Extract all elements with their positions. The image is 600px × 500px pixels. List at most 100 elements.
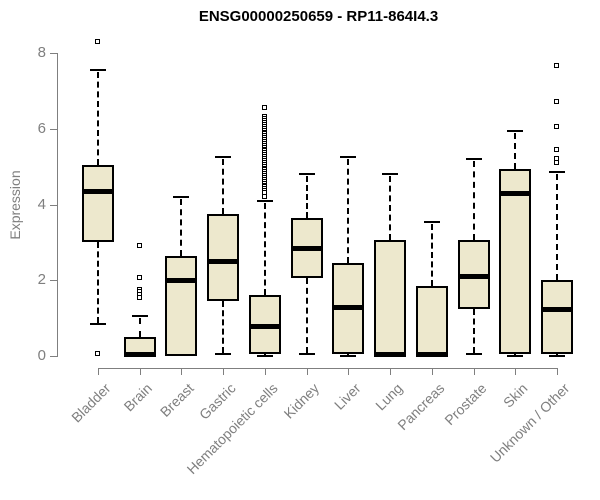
upper-whisker-line — [556, 174, 558, 280]
x-axis-tick — [265, 368, 266, 375]
outlier-point — [137, 275, 142, 280]
lower-whisker-cap — [507, 355, 523, 357]
outlier-point — [95, 351, 100, 356]
median-bar — [416, 352, 448, 357]
y-axis-line — [57, 53, 58, 357]
lower-whisker-line — [97, 242, 99, 323]
lower-whisker-cap — [90, 323, 106, 325]
upper-whisker-line — [97, 72, 99, 165]
upper-whisker-line — [306, 176, 308, 218]
lower-whisker-line — [473, 309, 475, 353]
x-category-label: Unknown / Other — [486, 380, 573, 466]
box-iqr — [499, 169, 531, 354]
y-tick-label: 8 — [37, 44, 46, 61]
upper-whisker-line — [514, 133, 516, 169]
box-iqr — [207, 214, 239, 301]
x-axis-tick — [223, 368, 224, 375]
y-axis-tick — [50, 205, 57, 206]
x-category-label: Kidney — [280, 380, 323, 422]
upper-whisker-cap — [132, 315, 148, 317]
upper-whisker-cap — [257, 200, 273, 202]
median-bar — [291, 246, 323, 251]
upper-whisker-cap — [215, 156, 231, 158]
lower-whisker-cap — [299, 353, 315, 355]
median-bar — [374, 352, 406, 357]
upper-whisker-cap — [466, 158, 482, 160]
x-axis-tick — [181, 368, 182, 375]
outlier-point — [554, 99, 559, 104]
y-tick-label: 4 — [37, 196, 46, 213]
x-axis-tick — [307, 368, 308, 375]
x-axis-line — [98, 368, 558, 369]
upper-whisker-line — [347, 159, 349, 263]
lower-whisker-cap — [257, 355, 273, 357]
x-category-label: Lung — [371, 380, 406, 414]
x-axis-tick — [140, 368, 141, 375]
median-bar — [332, 305, 364, 310]
x-category-label: Brain — [120, 380, 156, 415]
upper-whisker-line — [264, 203, 266, 295]
outlier-point — [554, 63, 559, 68]
outlier-point — [262, 194, 267, 199]
box-iqr — [374, 240, 406, 356]
x-axis-tick — [432, 368, 433, 375]
box-iqr — [82, 165, 114, 242]
x-category-label: Prostate — [441, 380, 490, 429]
upper-whisker-cap — [549, 171, 565, 173]
lower-whisker-cap — [340, 355, 356, 357]
lower-whisker-line — [222, 301, 224, 353]
median-bar — [124, 352, 156, 357]
upper-whisker-cap — [340, 156, 356, 158]
outlier-point — [554, 147, 559, 152]
median-bar — [207, 259, 239, 264]
box-iqr — [416, 286, 448, 356]
y-axis-tick — [50, 129, 57, 130]
outlier-point — [262, 105, 267, 110]
lower-whisker-line — [347, 354, 349, 355]
upper-whisker-cap — [173, 196, 189, 198]
box-iqr — [541, 280, 573, 354]
x-category-label: Breast — [156, 380, 197, 420]
y-axis-tick — [50, 280, 57, 281]
y-axis-tick — [50, 53, 57, 54]
lower-whisker-line — [306, 278, 308, 353]
x-axis-tick — [557, 368, 558, 375]
x-category-label: Bladder — [67, 380, 114, 426]
x-axis-tick — [474, 368, 475, 375]
outlier-point — [554, 160, 559, 165]
outlier-point — [554, 124, 559, 129]
y-tick-label: 2 — [37, 271, 46, 288]
lower-whisker-cap — [549, 355, 565, 357]
lower-whisker-cap — [466, 353, 482, 355]
median-bar — [499, 191, 531, 196]
x-category-label: Liver — [330, 380, 364, 413]
x-axis-tick — [98, 368, 99, 375]
outlier-point — [95, 39, 100, 44]
upper-whisker-cap — [424, 221, 440, 223]
y-tick-label: 6 — [37, 120, 46, 137]
upper-whisker-line — [389, 176, 391, 240]
box-iqr — [165, 256, 197, 356]
upper-whisker-line — [473, 161, 475, 240]
x-axis-tick — [348, 368, 349, 375]
median-bar — [82, 189, 114, 194]
y-tick-label: 0 — [37, 347, 46, 364]
lower-whisker-cap — [215, 353, 231, 355]
upper-whisker-line — [180, 199, 182, 256]
y-axis-tick — [50, 356, 57, 357]
upper-whisker-cap — [507, 130, 523, 132]
x-category-label: Skin — [499, 380, 531, 411]
upper-whisker-cap — [90, 69, 106, 71]
lower-whisker-line — [264, 354, 266, 355]
upper-whisker-cap — [382, 173, 398, 175]
upper-whisker-line — [431, 224, 433, 286]
lower-whisker-line — [514, 354, 516, 355]
x-axis-tick — [515, 368, 516, 375]
lower-whisker-line — [556, 354, 558, 355]
outlier-point — [137, 295, 142, 300]
median-bar — [165, 278, 197, 283]
median-bar — [541, 307, 573, 312]
upper-whisker-cap — [299, 173, 315, 175]
median-bar — [458, 274, 490, 279]
